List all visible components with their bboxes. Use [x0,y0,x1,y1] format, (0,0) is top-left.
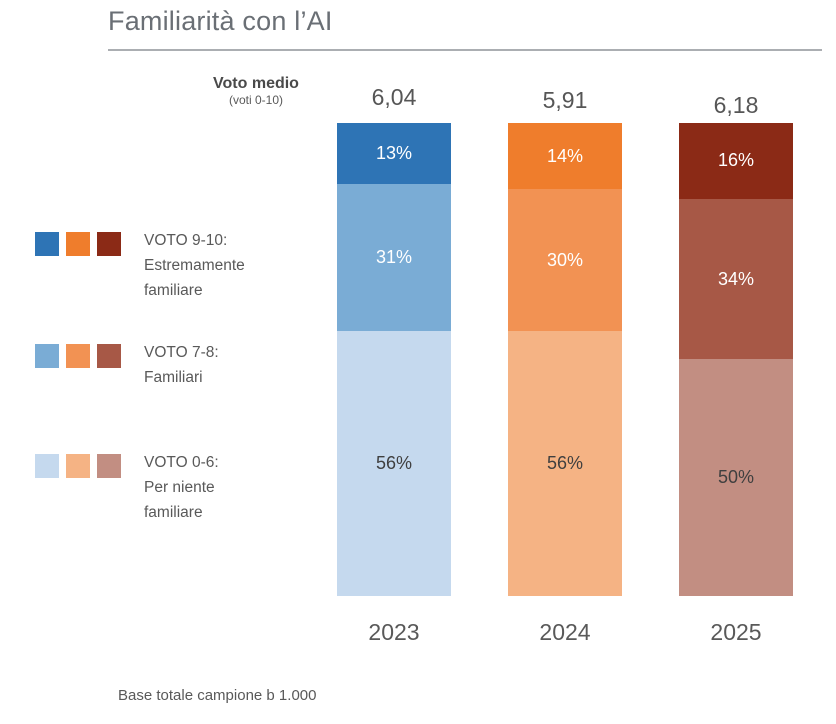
legend-row: VOTO 7-8: Familiari [35,340,219,390]
bar-segment: 56% [508,331,622,596]
bar-2025: 16% 34% 50% [679,123,793,596]
year-label-2025: 2025 [710,619,762,645]
legend-swatches [35,454,121,478]
segment-value-label: 14% [546,145,584,166]
bar-segment: 50% [679,359,793,596]
legend-swatch [66,232,90,256]
bar-2024: 14% 30% 56% [508,123,622,596]
legend-label: VOTO 9-10: Estremamente familiare [144,232,245,299]
legend-label: VOTO 7-8: Familiari [144,344,219,386]
bar-segment: 14% [508,123,622,190]
legend-swatch [66,344,90,368]
bar-2023: 13% 31% 56% [337,123,451,596]
segment-value-label: 56% [375,453,413,474]
segment-value-label: 50% [717,467,755,488]
segment-value-label: 56% [546,453,584,474]
bar-segment: 13% [337,123,451,185]
mean-value-2024: 5,91 [542,87,588,113]
legend-swatch [35,344,59,368]
legend-row: VOTO 0-6: Per niente familiare [35,450,219,525]
page-title: Familiarità con l’AI [108,6,333,36]
legend-swatch [97,344,121,368]
legend-row: VOTO 9-10: Estremamente familiare [35,228,245,303]
bar-segment: 34% [679,198,793,360]
legend-swatches [35,232,121,256]
legend-swatch [35,454,59,478]
bar-segment: 31% [337,184,451,332]
year-label-2023: 2023 [368,619,420,645]
mean-value-2023: 6,04 [371,84,417,110]
legend-label: VOTO 0-6: Per niente familiare [144,454,219,521]
legend-swatches [35,344,121,368]
voto-medio-label: Voto medio [213,75,299,92]
bar-segment: 16% [679,123,793,199]
voto-medio-sublabel: (voti 0-10) [228,93,284,107]
legend-swatch [97,454,121,478]
mean-value-2025: 6,18 [713,92,759,118]
segment-value-label: 13% [375,143,413,164]
segment-value-label: 31% [375,247,413,268]
segment-value-label: 30% [546,249,584,270]
voto-medio-block: Voto medio (voti 0-10) [180,74,332,108]
title-underline [108,49,822,51]
bar-segment: 30% [508,189,622,332]
segment-value-label: 34% [717,268,755,289]
legend-swatch [66,454,90,478]
base-note: Base totale campione b 1.000 [118,687,317,704]
segment-value-label: 16% [717,150,755,171]
legend-swatch [35,232,59,256]
bar-segment: 56% [337,331,451,596]
year-label-2024: 2024 [539,619,591,645]
legend-swatch [97,232,121,256]
